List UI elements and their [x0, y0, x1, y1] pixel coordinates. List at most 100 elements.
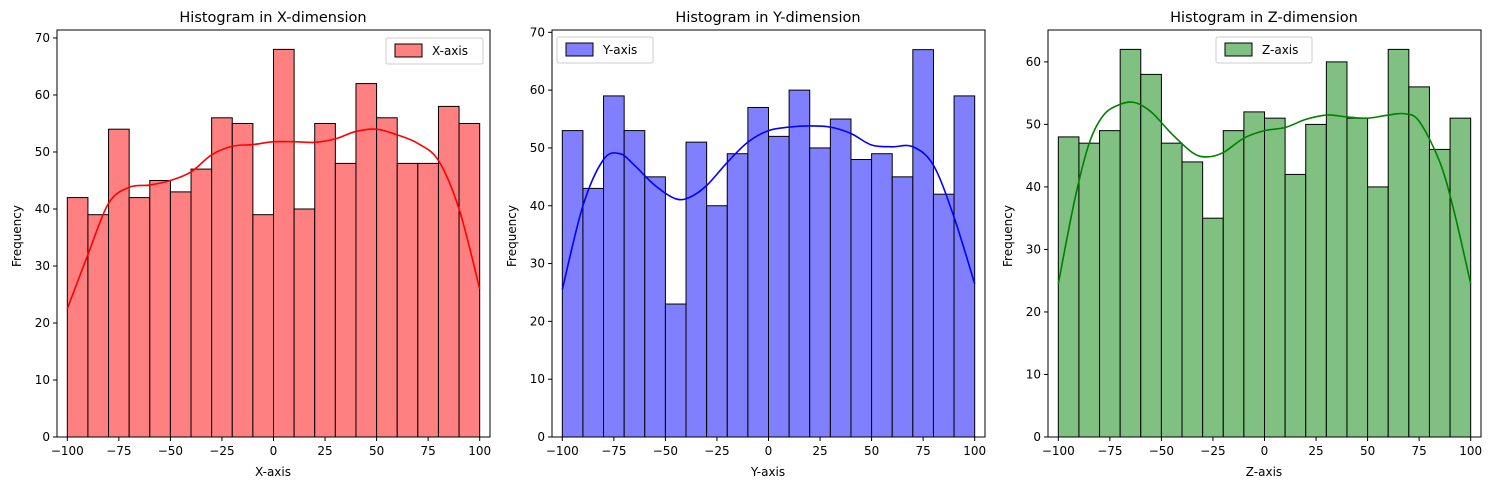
- histogram-bar: [1346, 117, 1369, 438]
- x-tick-label: 75: [1412, 444, 1427, 458]
- histogram-bar: [1140, 73, 1162, 438]
- histogram-bar: [1264, 117, 1286, 438]
- histogram-bar: [1099, 130, 1121, 438]
- histogram-bar: [953, 95, 976, 438]
- histogram-bar: [912, 49, 934, 438]
- legend-label-z: Z-axis: [1262, 43, 1298, 57]
- y-tick-label: 10: [1026, 367, 1041, 381]
- y-tick-label: 60: [35, 88, 50, 102]
- x-tick-label: −100: [546, 444, 579, 458]
- histogram-bar: [169, 191, 192, 438]
- histogram-bar: [66, 197, 89, 438]
- histogram-bar: [829, 118, 852, 438]
- histogram-bar: [293, 208, 316, 438]
- y-tick-label: 40: [530, 199, 545, 213]
- y-axis-label-x: Frequency: [10, 205, 24, 267]
- histogram-bar: [1057, 136, 1080, 438]
- legend-y: Y-axis: [556, 36, 654, 64]
- x-tick-label: 100: [963, 444, 986, 458]
- y-tick-label: 50: [35, 145, 50, 159]
- x-axis-label-x: X-axis: [255, 465, 291, 479]
- histogram-bar: [314, 122, 336, 438]
- histogram-bar: [1428, 148, 1451, 438]
- histogram-bar: [1325, 61, 1348, 438]
- y-tick-label: 20: [35, 316, 50, 330]
- legend-swatch-x: [394, 43, 423, 58]
- histogram-bar: [644, 176, 666, 438]
- y-tick-label: 30: [35, 259, 50, 273]
- x-tick-label: 0: [1261, 444, 1269, 458]
- histogram-bar: [1284, 173, 1307, 438]
- x-tick-label: 25: [317, 444, 332, 458]
- histogram-bar: [211, 117, 233, 438]
- histogram-bar: [1202, 217, 1224, 438]
- x-axis-label-y: Y-axis: [750, 465, 785, 479]
- histogram-bar: [623, 130, 646, 438]
- chart-title-z: Histogram in Z-dimension: [1170, 10, 1358, 26]
- histogram-bar: [603, 95, 625, 438]
- histogram-bar: [706, 205, 728, 438]
- y-tick-label: 50: [1026, 117, 1041, 131]
- legend-label-y: Y-axis: [602, 43, 637, 57]
- x-tick-label: −50: [158, 444, 183, 458]
- histogram-bar: [1449, 117, 1472, 438]
- histogram-bar: [788, 89, 811, 438]
- x-tick-label: 100: [1459, 444, 1482, 458]
- plot-area-z: −100 −75 −50 −25 0 25 50 75 100 0 10 20 30 40 50 60: [1026, 29, 1482, 458]
- y-tick-label: 50: [530, 141, 545, 155]
- histogram-bar: [809, 147, 831, 438]
- histogram-bar: [1181, 161, 1204, 438]
- histogram-bar: [252, 214, 274, 438]
- x-tick-label: 75: [421, 444, 436, 458]
- histogram-bar: [190, 168, 213, 438]
- y-tick-label: 0: [1033, 430, 1041, 444]
- plot-area-y: −100 −75 −50 −25 0 25 50 75 100 0 10 20 30 40 50 60 70: [530, 25, 986, 458]
- y-axis-label-z: Frequency: [1001, 205, 1015, 267]
- histogram-bar: [355, 83, 378, 438]
- histogram-bar: [891, 176, 914, 438]
- histogram-bar: [1367, 186, 1389, 438]
- histogram-bar: [664, 303, 687, 438]
- histogram-bar: [1160, 142, 1183, 438]
- kde-curve: [1057, 101, 1472, 285]
- legend-swatch-y: [565, 42, 594, 57]
- y-tick-label: 20: [530, 314, 545, 328]
- x-tick-label: 0: [270, 444, 278, 458]
- y-tick-label: 40: [1026, 180, 1041, 194]
- x-tick-label: 50: [864, 444, 879, 458]
- y-tick-label: 0: [537, 430, 545, 444]
- histogram-bar: [376, 117, 398, 438]
- histogram-bar: [685, 141, 708, 438]
- y-tick-label: 40: [35, 202, 50, 216]
- kde-curve: [561, 125, 976, 290]
- y-tick-label: 10: [530, 372, 545, 386]
- y-tick-label: 30: [1026, 242, 1041, 256]
- histogram-bar: [1119, 48, 1142, 438]
- histogram-bar: [1408, 86, 1430, 438]
- y-tick-label: 0: [42, 430, 50, 444]
- x-tick-label: −75: [601, 444, 626, 458]
- y-tick-label: 60: [530, 83, 545, 97]
- x-tick-label: −25: [1200, 444, 1225, 458]
- x-tick-label: 50: [369, 444, 384, 458]
- histogram-bar: [437, 105, 460, 438]
- histogram-bar: [108, 128, 130, 438]
- histogram-bar: [582, 187, 605, 438]
- x-tick-label: −75: [106, 444, 131, 458]
- x-tick-label: −50: [1149, 444, 1174, 458]
- panel-y-histogram: Histogram in Y-dimension −100 −75 −50 −25 0 2…: [505, 10, 986, 479]
- histogram-bar: [458, 122, 481, 438]
- histogram-bar: [417, 162, 439, 438]
- y-tick-label: 70: [35, 31, 50, 45]
- kde-curve: [66, 128, 481, 310]
- x-tick-label: 0: [765, 444, 773, 458]
- chart-title-y: Histogram in Y-dimension: [675, 10, 860, 26]
- histogram-bar: [1243, 111, 1266, 438]
- chart-title-x: Histogram in X-dimension: [179, 10, 366, 26]
- panel-x-histogram: Histogram in X-dimension −100 −75 −50 −25 0 2…: [10, 10, 491, 479]
- y-tick-label: 20: [1026, 305, 1041, 319]
- y-tick-label: 60: [1026, 55, 1041, 69]
- histogram-bar: [850, 159, 873, 438]
- histogram-bar: [768, 135, 790, 438]
